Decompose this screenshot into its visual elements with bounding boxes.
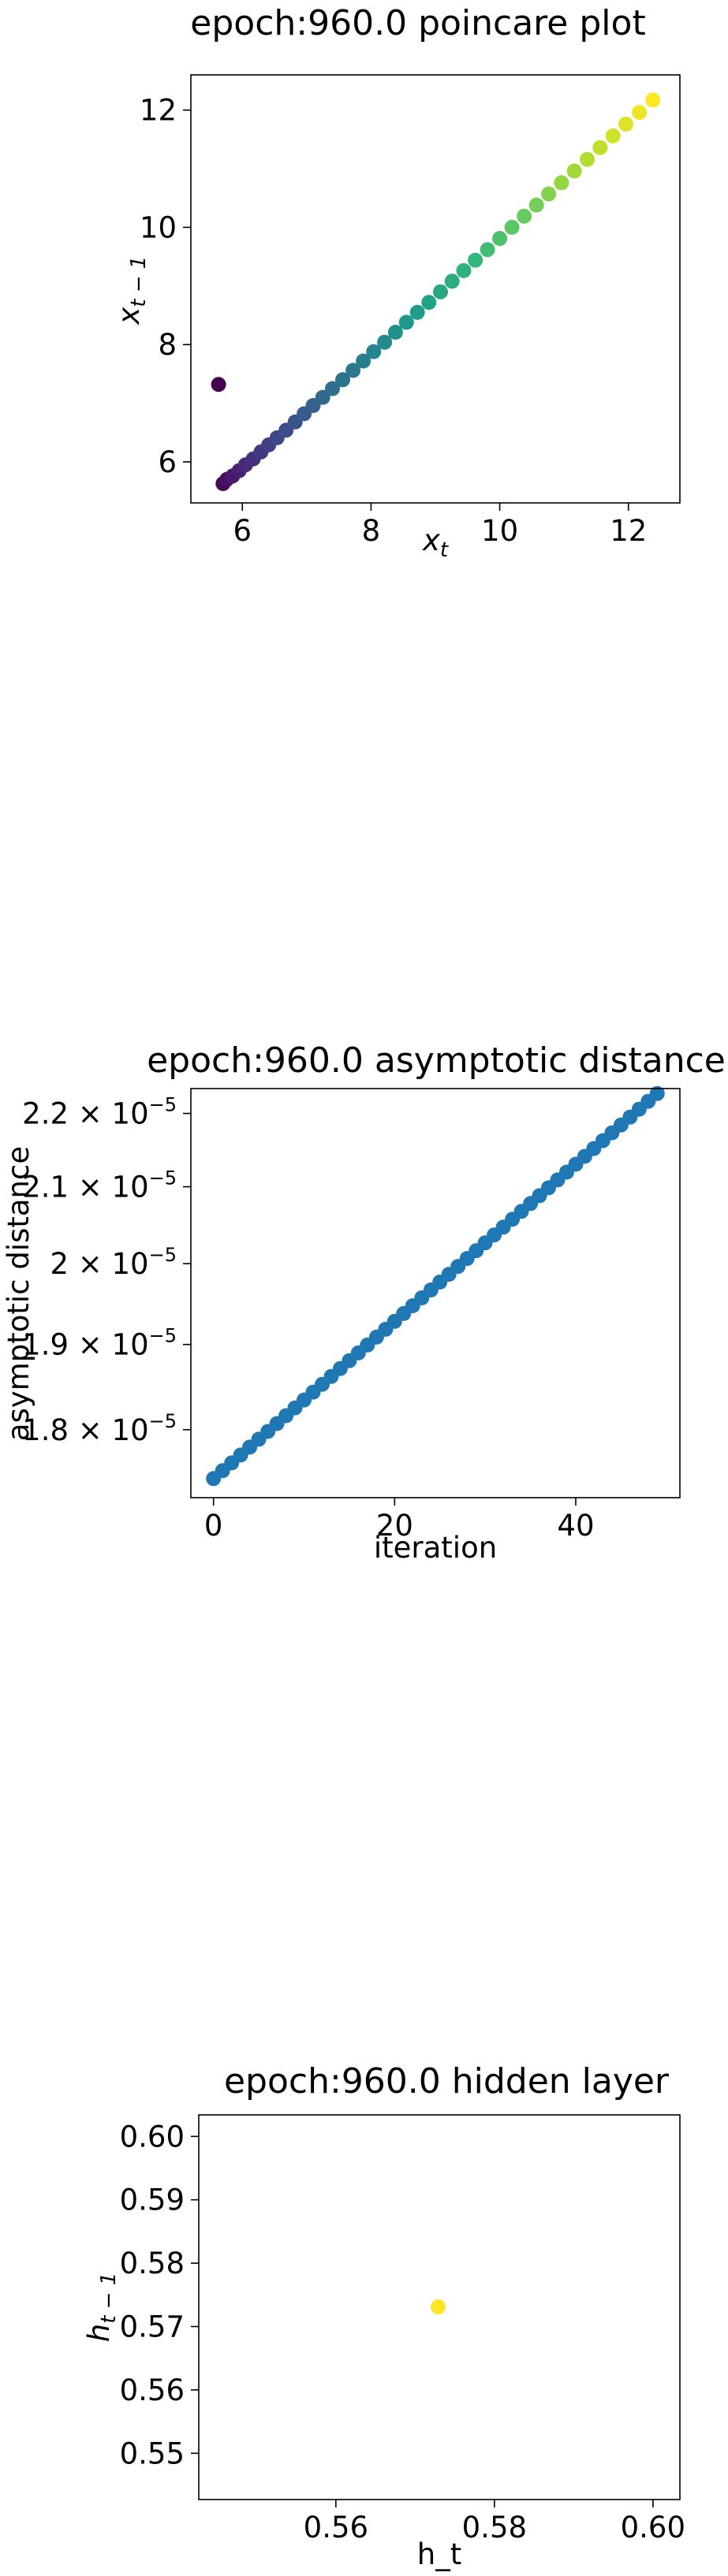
- poincare-point: [480, 242, 495, 258]
- poincare-plot-frame: [190, 74, 681, 504]
- poincare-point: [580, 151, 595, 167]
- hidden-layer-y-tick-label: 0.55: [120, 2436, 185, 2470]
- hidden-layer-points: [431, 2299, 446, 2315]
- asymptotic-distance-plot-frame: [190, 1088, 681, 1498]
- asymptotic-distance-chart: epoch:960.0 asymptotic distance 0 20 40 1.…: [2, 1040, 726, 1565]
- poincare-point: [315, 389, 330, 405]
- poincare-point: [456, 262, 472, 278]
- poincare-y-tick-label: 10: [140, 210, 177, 244]
- hidden-layer-x-tick-label: 0.60: [621, 2511, 685, 2544]
- poincare-x-tick-label: 10: [481, 514, 518, 548]
- poincare-point: [541, 186, 557, 202]
- poincare-point: [492, 231, 508, 246]
- poincare-chart: epoch:960.0 poincare plot 6 8 10 12 681012 …: [112, 3, 681, 562]
- poincare-point: [335, 372, 350, 388]
- poincare-point: [356, 353, 371, 369]
- asymptotic-distance-y-ticks: 1.8 × 10−5 1.9 × 10−5 2 × 10−5 2.1 × 10−5 2.…: [22, 1094, 191, 1447]
- poincare-y-tick-label: 12: [140, 94, 177, 128]
- asymptotic-distance-x-tick-label: 40: [557, 1509, 594, 1543]
- asymptotic-distance-y-tick-label: 2.2 × 10−5: [22, 1094, 177, 1131]
- hidden-layer-x-ticks: 0.56 0.58 0.60: [304, 2500, 685, 2544]
- poincare-point: [504, 219, 520, 235]
- asymptotic-distance-y-tick-label: 1.9 × 10−5: [22, 1325, 177, 1362]
- hidden-layer-point: [431, 2299, 446, 2315]
- poincare-point: [645, 92, 661, 108]
- poincare-x-ticks: 6 8 10 12: [233, 503, 647, 548]
- poincare-point: [211, 377, 226, 393]
- asymptotic-distance-y-tick-label: 2.1 × 10−5: [22, 1167, 177, 1204]
- hidden-layer-y-tick-label: 0.60: [120, 2120, 185, 2153]
- asymptotic-distance-x-tick-label: 20: [376, 1509, 413, 1543]
- poincare-point: [345, 363, 361, 378]
- hidden-layer-y-axis-label: ht − 1: [82, 2273, 121, 2343]
- hidden-layer-title: epoch:960.0 hidden layer: [224, 2061, 670, 2101]
- hidden-layer-x-axis-label: h_t: [417, 2537, 461, 2571]
- asymptotic-distance-x-ticks: 0 20 40: [204, 1498, 595, 1543]
- asymptotic-distance-y-tick-label: 2 × 10−5: [50, 1244, 177, 1281]
- poincare-point: [566, 163, 582, 179]
- poincare-point: [433, 284, 448, 300]
- poincare-y-axis-label: xt − 1: [112, 256, 151, 326]
- poincare-point: [592, 140, 608, 155]
- poincare-point: [387, 325, 403, 340]
- poincare-y-tick-label: 6: [158, 445, 177, 479]
- hidden-layer-y-ticks: 0.55 0.56 0.57 0.58 0.59 0.60: [120, 2120, 199, 2470]
- poincare-point: [554, 175, 569, 191]
- asymptotic-distance-x-tick-label: 0: [204, 1509, 223, 1543]
- poincare-y-tick-label: 8: [158, 328, 177, 362]
- poincare-points: [211, 92, 661, 491]
- asymptotic-distance-x-axis-label: iteration: [374, 1531, 497, 1565]
- asymptotic-distance-y-tick-label: 1.8 × 10−5: [22, 1410, 177, 1447]
- poincare-x-axis-label: xt: [422, 523, 449, 562]
- hidden-layer-y-tick-label: 0.56: [120, 2373, 185, 2407]
- poincare-point: [468, 252, 483, 268]
- asymptotic-distance-points: [206, 1085, 665, 1487]
- poincare-point: [528, 197, 544, 213]
- poincare-point: [632, 105, 648, 121]
- asymptotic-distance-y-axis-label: asymptotic distance: [2, 1146, 35, 1441]
- poincare-point: [409, 304, 425, 320]
- poincare-point: [325, 381, 340, 396]
- poincare-x-tick-label: 8: [362, 514, 381, 548]
- poincare-chart-title: epoch:960.0 poincare plot: [190, 3, 645, 43]
- hidden-layer-x-tick-label: 0.56: [304, 2511, 368, 2544]
- poincare-point: [517, 208, 532, 224]
- poincare-y-ticks: 6 8 10 12: [140, 94, 191, 479]
- poincare-x-tick-label: 6: [233, 514, 252, 548]
- hidden-layer-y-tick-label: 0.58: [120, 2247, 185, 2280]
- poincare-x-tick-label: 12: [610, 514, 647, 548]
- hidden-layer-x-tick-label: 0.58: [462, 2511, 527, 2544]
- poincare-point: [618, 117, 633, 132]
- hidden-layer-y-tick-label: 0.57: [120, 2310, 185, 2344]
- poincare-point: [398, 315, 414, 330]
- poincare-point: [444, 274, 460, 289]
- poincare-point: [605, 128, 621, 143]
- poincare-point: [366, 344, 382, 359]
- hidden-layer-chart: epoch:960.0 hidden layer 0.56 0.58 0.60 0.…: [82, 2061, 685, 2571]
- poincare-point: [421, 295, 437, 311]
- hidden-layer-y-tick-label: 0.59: [120, 2183, 185, 2217]
- asymptotic-distance-title: epoch:960.0 asymptotic distance: [147, 1040, 726, 1081]
- poincare-point: [377, 334, 393, 350]
- hidden-layer-plot-frame: [198, 2114, 681, 2500]
- asymptotic-distance-point: [649, 1085, 665, 1101]
